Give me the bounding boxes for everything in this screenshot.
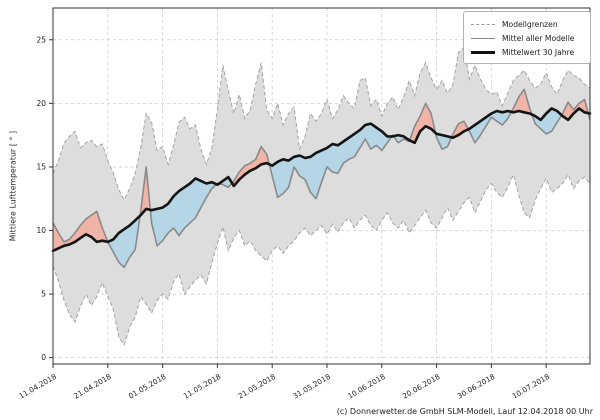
svg-text:20.06.2018: 20.06.2018 [401,372,442,401]
chart-legend: Modellgrenzen Mittel aller Modelle Mitte… [463,11,591,64]
svg-text:15: 15 [36,162,46,171]
svg-text:21.04.2018: 21.04.2018 [72,372,113,401]
legend-item-mittelwert-30-jahre: Mittelwert 30 Jahre [471,45,583,59]
svg-text:20: 20 [36,99,46,108]
svg-text:25: 25 [36,35,46,44]
dashed-line-swatch-icon [471,23,495,25]
svg-text:5: 5 [41,290,46,299]
svg-text:11.05.2018: 11.05.2018 [182,372,223,401]
svg-text:11.04.2018: 11.04.2018 [17,372,58,401]
copyright-model-run-text: (c) Donnerwetter.de GmbH SLM-Modell, Lau… [336,407,593,416]
svg-text:31.05.2018: 31.05.2018 [291,372,332,401]
gray-line-swatch-icon [471,37,495,39]
svg-text:21.05.2018: 21.05.2018 [237,372,278,401]
svg-text:10.06.2018: 10.06.2018 [346,372,387,401]
svg-text:01.05.2018: 01.05.2018 [127,372,168,401]
black-line-swatch-icon [471,50,495,54]
svg-text:10.07.2018: 10.07.2018 [510,372,551,401]
legend-label: Mittelwert 30 Jahre [502,47,575,57]
y-axis-label: Mittlere Lufttemperatur [ ° ] [8,130,18,242]
legend-label: Modellgrenzen [502,19,558,29]
svg-text:0: 0 [41,353,46,362]
legend-label: Mittel aller Modelle [502,33,575,43]
legend-item-modellgrenzen: Modellgrenzen [471,17,583,31]
svg-text:30.06.2018: 30.06.2018 [456,372,497,401]
svg-text:10: 10 [36,226,46,235]
legend-item-mittel-aller-modelle: Mittel aller Modelle [471,31,583,45]
